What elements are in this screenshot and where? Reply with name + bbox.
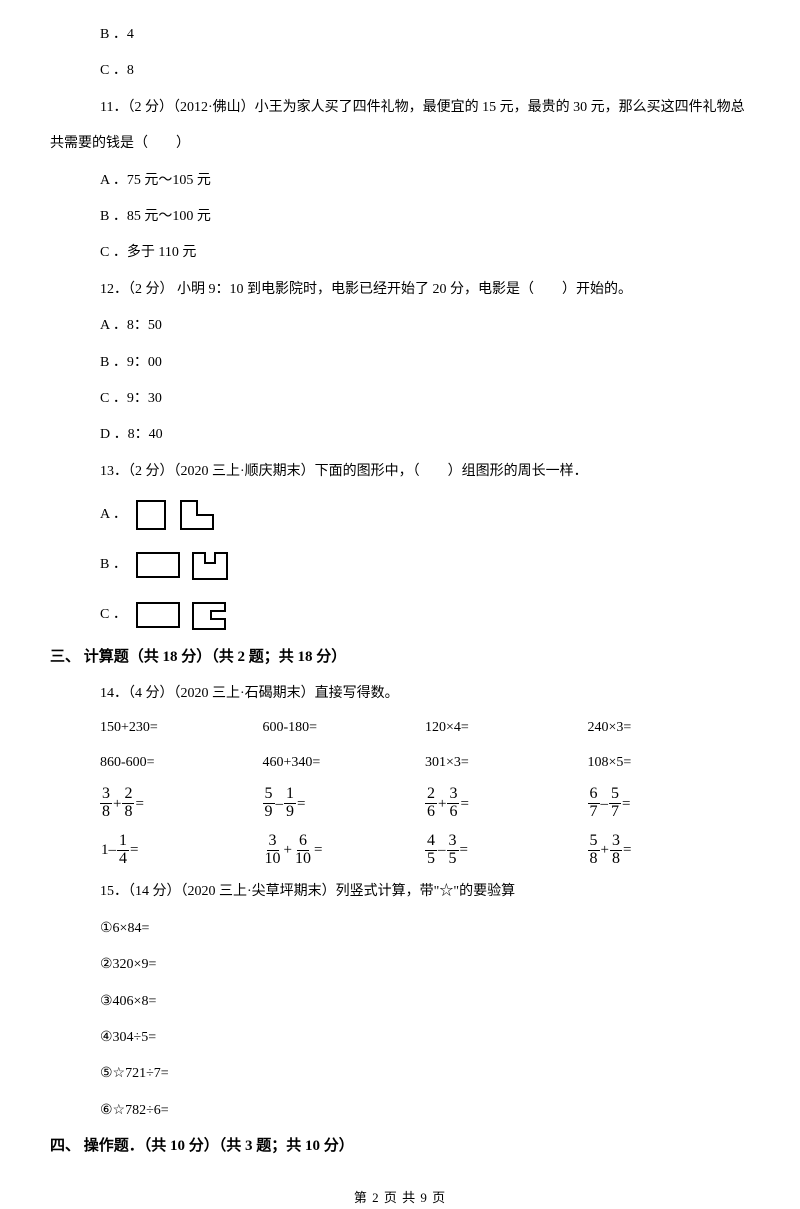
q14-r1-c2: 600-180= (263, 717, 426, 739)
q12-option-b: B ．9：00 (50, 352, 750, 374)
q14-row1: 150+230= 600-180= 120×4= 240×3= (50, 717, 750, 739)
q15-item-3: ③406×8= (50, 991, 750, 1013)
q15-item-4: ④304÷5= (50, 1027, 750, 1049)
section-4-heading: 四、 操作题．（共 10 分）（共 3 题；共 10 分） (50, 1134, 750, 1158)
q12-option-c: C ．9：30 (50, 388, 750, 410)
q13-label-b: B ． (100, 554, 127, 576)
q15-item-1: ①6×84= (50, 918, 750, 940)
q14-fr2-c4: 58+38 = (588, 833, 751, 868)
q15-item-2: ②320×9= (50, 954, 750, 976)
q13-stem: 13．（2 分）（2020 三上·顺庆期末）下面的图形中，（ ）组图形的周长一样… (50, 461, 750, 483)
page-footer: 第 2 页 共 9 页 (50, 1188, 750, 1209)
q14-fr1-c4: 67–57 = (588, 786, 751, 821)
q10-option-b: B ．4 (50, 24, 750, 46)
q14-r2-c1: 860-600= (100, 752, 263, 774)
q14-r1-c1: 150+230= (100, 717, 263, 739)
q14-fr2-c1: 1–14 = (100, 833, 263, 868)
q14-frac-row2: 1–14 =310+610 =45–35 =58+38 = (50, 833, 750, 868)
q14-fr2-c3: 45–35 = (425, 833, 588, 868)
q14-r1-c4: 240×3= (588, 717, 751, 739)
q13-shape-a (133, 497, 233, 533)
q14-stem: 14．（4 分）（2020 三上·石碣期末）直接写得数。 (50, 683, 750, 705)
q12-option-d: D ．8：40 (50, 424, 750, 446)
q14-fr1-c3: 26+36 = (425, 786, 588, 821)
q12-option-a: A ．8：50 (50, 315, 750, 337)
q13-label-a: A ． (100, 504, 127, 526)
q13-option-a: A ． (50, 497, 750, 533)
q13-option-c: C ． (50, 597, 750, 633)
q15-stem: 15．（14 分）（2020 三上·尖草坪期末）列竖式计算，带"☆"的要验算 (50, 881, 750, 903)
q14-r2-c4: 108×5= (588, 752, 751, 774)
q11-option-a: A ．75 元～105 元 (50, 170, 750, 192)
q10-option-c: C ．8 (50, 60, 750, 82)
q13-shape-c (133, 597, 243, 633)
section-3-heading: 三、 计算题（共 18 分）（共 2 题；共 18 分） (50, 645, 750, 669)
q14-fr2-c2: 310+610 = (263, 833, 426, 868)
q15-item-6: ⑥☆782÷6= (50, 1100, 750, 1122)
q11-stem-line2: 共需要的钱是（ ） (50, 133, 750, 155)
q14-fr1-c1: 38+28 = (100, 786, 263, 821)
q12-stem: 12．（2 分） 小明 9：10 到电影院时，电影已经开始了 20 分，电影是（… (50, 279, 750, 301)
q15-item-5: ⑤☆721÷7= (50, 1063, 750, 1085)
q11-option-b: B ．85 元～100 元 (50, 206, 750, 228)
q14-frac-row1: 38+28 =59–19 =26+36 =67–57 = (50, 786, 750, 821)
q14-row2: 860-600= 460+340= 301×3= 108×5= (50, 752, 750, 774)
q14-fr1-c2: 59–19 = (263, 786, 426, 821)
q14-r2-c3: 301×3= (425, 752, 588, 774)
q14-r1-c3: 120×4= (425, 717, 588, 739)
q13-option-b: B ． (50, 547, 750, 583)
q11-stem-line1: 11．（2 分）（2012·佛山）小王为家人买了四件礼物，最便宜的 15 元，最… (50, 97, 750, 119)
q14-r2-c2: 460+340= (263, 752, 426, 774)
q13-label-c: C ． (100, 604, 127, 626)
q13-shape-b (133, 547, 243, 583)
q11-option-c: C ．多于 110 元 (50, 242, 750, 264)
